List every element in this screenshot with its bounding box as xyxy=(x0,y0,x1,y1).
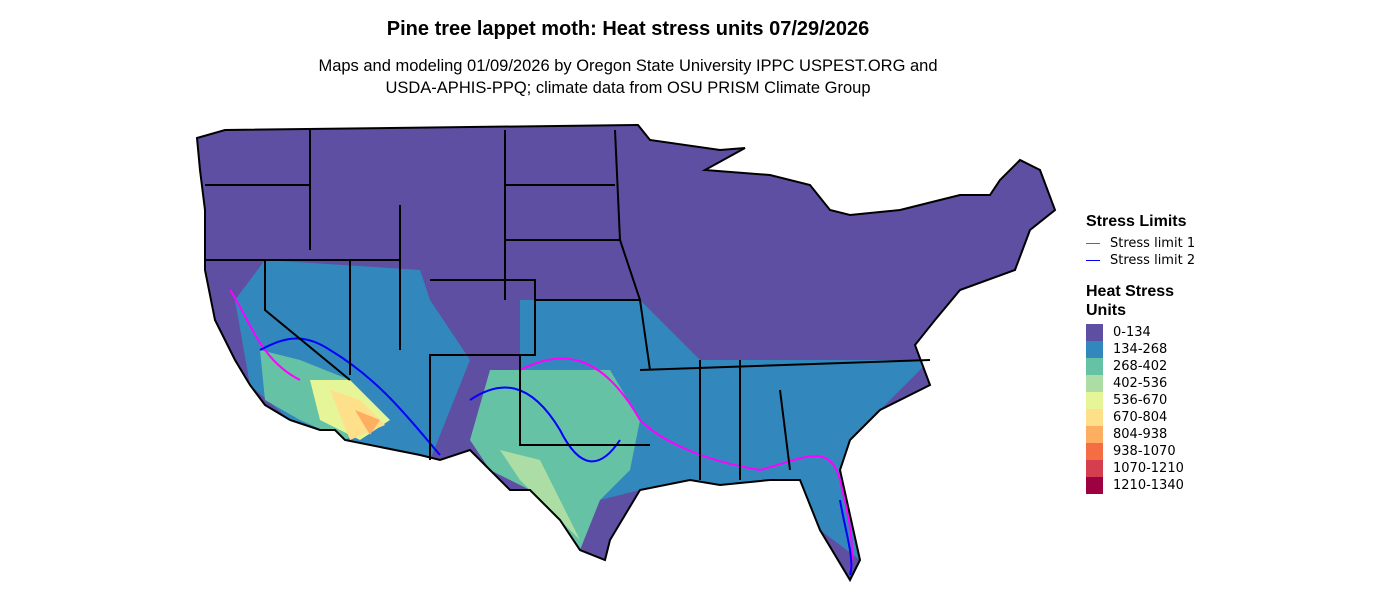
legend-stress-limit-1: Stress limit 1 xyxy=(1086,235,1206,252)
legend-label: 1070-1210 xyxy=(1113,461,1184,476)
legend-bin: 1070-1210 xyxy=(1086,460,1206,477)
legend-label: 938-1070 xyxy=(1113,444,1176,459)
legend-bin: 134-268 xyxy=(1086,341,1206,358)
color-swatch xyxy=(1086,324,1103,341)
legend-bins: 0-134 134-268 268-402 402-536 536-670 670-804… xyxy=(1086,324,1206,494)
legend-bin: 938-1070 xyxy=(1086,443,1206,460)
legend: Stress Limits Stress limit 1 Stress limi… xyxy=(1086,212,1206,494)
legend-label: 804-938 xyxy=(1113,427,1168,442)
legend-label: 0-134 xyxy=(1113,325,1151,340)
zone-804-938 xyxy=(355,410,380,435)
legend-bin: 804-938 xyxy=(1086,426,1206,443)
legend-label: 134-268 xyxy=(1113,342,1168,357)
legend-label: 670-804 xyxy=(1113,410,1168,425)
legend-label: 1210-1340 xyxy=(1113,478,1184,493)
subtitle-line-1: Maps and modeling 01/09/2026 by Oregon S… xyxy=(318,57,938,75)
color-swatch xyxy=(1086,443,1103,460)
zone-402-536 xyxy=(500,450,580,540)
legend-bin: 670-804 xyxy=(1086,409,1206,426)
legend-label: 268-402 xyxy=(1113,359,1168,374)
zone-134-268 xyxy=(520,300,930,560)
color-swatch xyxy=(1086,358,1103,375)
legend-label: Stress limit 1 xyxy=(1110,236,1196,251)
map-title: Pine tree lappet moth: Heat stress units… xyxy=(386,18,870,40)
legend-label: 536-670 xyxy=(1113,393,1168,408)
legend-bin: 536-670 xyxy=(1086,392,1206,409)
color-swatch xyxy=(1086,460,1103,477)
color-swatch xyxy=(1086,426,1103,443)
heat-stress-units-title: Heat Stress Units xyxy=(1086,283,1175,319)
color-swatch xyxy=(1086,409,1103,426)
legend-bin: 402-536 xyxy=(1086,375,1206,392)
color-swatch xyxy=(1086,392,1103,409)
legend-bin: 1210-1340 xyxy=(1086,477,1206,494)
stress-limits-title: Stress Limits xyxy=(1086,213,1187,230)
map-subtitle: Maps and modeling 01/09/2026 by Oregon S… xyxy=(0,55,1256,99)
stress-limit-2-line xyxy=(259,337,853,576)
state-borders xyxy=(205,129,931,480)
blue-line-key xyxy=(1086,260,1100,261)
legend-bin: 268-402 xyxy=(1086,358,1206,375)
legend-label: Stress limit 2 xyxy=(1110,253,1196,268)
subtitle-line-2: USDA-APHIS-PPQ; climate data from OSU PR… xyxy=(385,79,871,97)
legend-bin: 0-134 xyxy=(1086,324,1206,341)
heat-zones xyxy=(197,125,1055,580)
color-swatch xyxy=(1086,341,1103,358)
legend-stress-limit-2: Stress limit 2 xyxy=(1086,252,1206,269)
color-swatch xyxy=(1086,375,1103,392)
color-swatch xyxy=(1086,477,1103,494)
stress-limit-1-line xyxy=(229,289,853,571)
zone-268-402 xyxy=(470,370,640,550)
legend-label: 402-536 xyxy=(1113,376,1168,391)
magenta-line-key xyxy=(1086,243,1100,244)
